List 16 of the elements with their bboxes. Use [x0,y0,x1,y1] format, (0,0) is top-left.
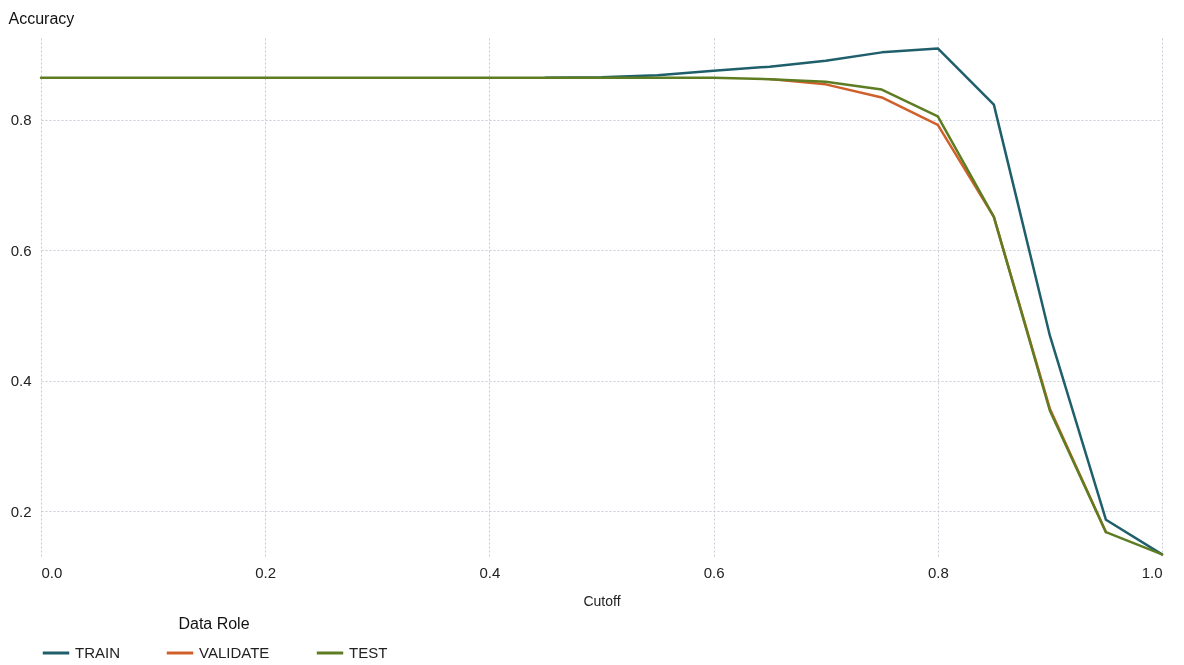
y-tick-label: 0.4 [10,372,32,390]
x-tick-label: 0.4 [479,563,501,581]
x-tick-label: 0.6 [703,563,725,581]
x-axis-title: Cutoff [583,592,621,609]
legend-label: TRAIN [75,644,120,661]
y-tick-label: 0.6 [10,241,32,259]
y-axis-title: Accuracy [8,9,75,27]
x-tick-label: 0.0 [41,563,63,581]
x-tick-label: 1.0 [1141,563,1163,581]
x-tick-label: 0.8 [927,563,949,581]
x-tick-label: 0.2 [255,563,277,581]
legend-label: TEST [349,644,388,661]
y-tick-label: 0.8 [10,111,32,129]
legend-title: Data Role [178,615,250,632]
legend-label: VALIDATE [199,644,270,661]
y-tick-label: 0.2 [10,502,32,520]
